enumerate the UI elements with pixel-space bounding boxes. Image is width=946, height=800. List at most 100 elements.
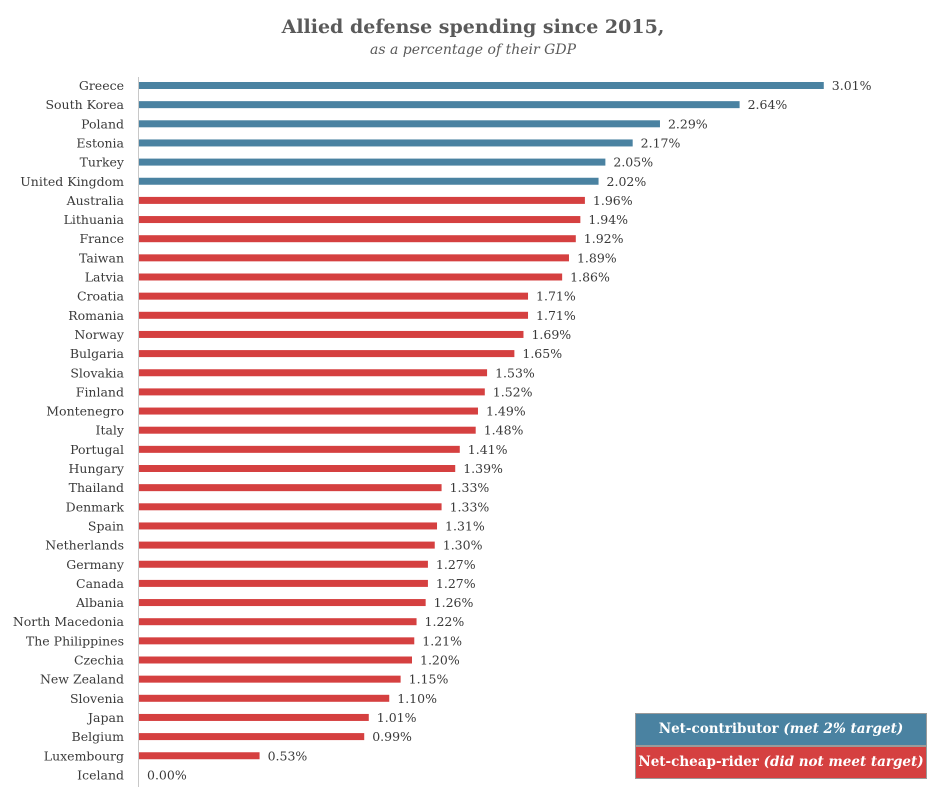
legend-contributor-note: (met 2% target) (783, 721, 904, 737)
bar-greece (139, 82, 824, 89)
category-label-montenegro: Montenegro (46, 404, 124, 419)
bar-belgium (139, 733, 365, 741)
category-label-romania: Romania (68, 308, 124, 323)
bar-spain (139, 522, 438, 530)
category-label-denmark: Denmark (66, 499, 125, 514)
value-label-croatia: 1.71% (536, 289, 576, 304)
category-label-bulgaria: Bulgaria (70, 346, 125, 361)
value-label-hungary: 1.39% (463, 461, 503, 476)
value-label-lithuania: 1.94% (588, 212, 628, 227)
bars-group: Greece 3.01% South Korea 2.64% Poland 2.29% Es… (13, 78, 872, 782)
value-label-romania: 1.71% (536, 308, 576, 323)
bar-new-zealand (139, 675, 401, 683)
value-label-north-macedonia: 1.22% (425, 614, 465, 629)
value-label-united-kingdom: 2.02% (607, 174, 647, 189)
category-label-japan: Japan (86, 710, 124, 725)
value-label-canada: 1.27% (436, 576, 476, 591)
value-label-portugal: 1.41% (468, 442, 508, 457)
category-label-italy: Italy (96, 423, 125, 438)
value-label-taiwan: 1.89% (577, 250, 617, 265)
value-label-the-philippines: 1.21% (422, 633, 462, 648)
bar-france (139, 235, 576, 243)
chart-title: Allied defense spending since 2015, (281, 16, 665, 38)
bar-croatia (139, 292, 529, 300)
category-label-luxembourg: Luxembourg (44, 748, 124, 763)
value-label-italy: 1.48% (484, 423, 524, 438)
category-label-australia: Australia (66, 193, 125, 208)
value-label-new-zealand: 1.15% (409, 672, 449, 687)
value-label-belgium: 0.99% (372, 729, 412, 744)
category-label-iceland: Iceland (77, 767, 124, 782)
category-label-albania: Albania (75, 595, 125, 610)
category-label-latvia: Latvia (85, 270, 125, 285)
category-label-belgium: Belgium (72, 729, 125, 744)
bar-netherlands (139, 541, 435, 549)
category-label-slovakia: Slovakia (70, 365, 124, 380)
value-label-estonia: 2.17% (641, 135, 681, 150)
category-label-greece: Greece (79, 78, 124, 93)
category-label-north-macedonia: North Macedonia (13, 614, 125, 629)
value-label-germany: 1.27% (436, 557, 476, 572)
value-label-czechia: 1.20% (420, 653, 460, 668)
value-label-latvia: 1.86% (570, 270, 610, 285)
category-label-south-korea: South Korea (45, 97, 124, 112)
legend-net-cheap-rider: Net-cheap-rider (did not meet target) (635, 746, 927, 779)
bar-denmark (139, 503, 442, 511)
bar-hungary (139, 465, 456, 472)
bar-estonia (139, 139, 633, 147)
value-label-turkey: 2.05% (613, 155, 653, 170)
value-label-denmark: 1.33% (450, 499, 490, 514)
bar-taiwan (139, 254, 569, 262)
bar-albania (139, 599, 426, 607)
value-label-finland: 1.52% (493, 384, 533, 399)
value-label-norway: 1.69% (531, 327, 571, 342)
value-label-slovakia: 1.53% (495, 365, 535, 380)
bar-turkey (139, 158, 606, 166)
category-label-portugal: Portugal (70, 442, 124, 457)
category-label-norway: Norway (74, 327, 125, 342)
bar-lithuania (139, 216, 581, 224)
legend-cheap-rider-label: Net-cheap-rider (638, 754, 759, 770)
category-label-hungary: Hungary (69, 461, 125, 476)
value-label-bulgaria: 1.65% (522, 346, 562, 361)
value-label-thailand: 1.33% (450, 480, 490, 495)
category-label-finland: Finland (76, 384, 124, 399)
bar-canada (139, 579, 428, 587)
bar-czechia (139, 656, 412, 664)
bar-poland (139, 120, 660, 128)
bar-romania (139, 311, 529, 319)
category-label-thailand: Thailand (69, 480, 124, 495)
bar-slovenia (139, 694, 390, 702)
legend-net-contributor: Net-contributor (met 2% target) (635, 713, 927, 746)
value-label-luxembourg: 0.53% (268, 748, 308, 763)
bar-japan (139, 713, 369, 721)
category-label-united-kingdom: United Kingdom (20, 174, 124, 189)
bar-montenegro (139, 407, 478, 415)
value-label-spain: 1.31% (445, 518, 485, 533)
legend-contributor-label: Net-contributor (658, 721, 779, 737)
bar-thailand (139, 484, 442, 492)
category-label-new-zealand: New Zealand (40, 672, 124, 687)
value-label-slovenia: 1.10% (397, 691, 437, 706)
bar-finland (139, 388, 485, 396)
bar-north-macedonia (139, 618, 417, 626)
bar-the-philippines (139, 637, 415, 645)
bar-slovakia (139, 369, 488, 377)
bar-portugal (139, 445, 460, 453)
value-label-iceland: 0.00% (147, 767, 187, 782)
category-label-the-philippines: The Philippines (26, 633, 124, 648)
category-label-estonia: Estonia (76, 135, 124, 150)
bar-south-korea (139, 101, 740, 109)
value-label-france: 1.92% (584, 231, 624, 246)
value-label-greece: 3.01% (832, 78, 872, 93)
bar-united-kingdom (139, 177, 599, 185)
bar-australia (139, 196, 585, 204)
category-label-poland: Poland (81, 116, 124, 131)
value-label-netherlands: 1.30% (443, 538, 483, 553)
category-label-slovenia: Slovenia (70, 691, 125, 706)
bar-luxembourg (139, 752, 260, 760)
category-label-turkey: Turkey (80, 155, 125, 170)
category-label-germany: Germany (66, 557, 125, 572)
bar-latvia (139, 273, 563, 281)
